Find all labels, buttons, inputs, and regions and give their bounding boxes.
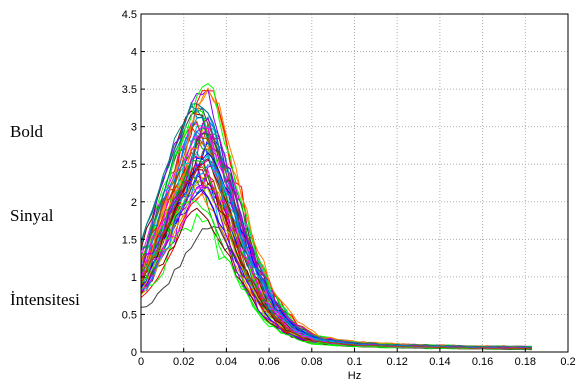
y-tick-label: 3.5 bbox=[122, 84, 137, 96]
series-line bbox=[140, 116, 532, 348]
y-axis-label: Bold Sinyal İntensitesi bbox=[10, 62, 80, 342]
y-ticks: 0 0.5 1 1.5 2 2.5 3 3.5 4 4.5 bbox=[122, 9, 145, 359]
y-axis-label-line-1: Bold bbox=[10, 122, 44, 141]
x-axis-label: Hz bbox=[348, 370, 361, 382]
series-line bbox=[140, 165, 532, 350]
y-tick-label: 1 bbox=[131, 272, 137, 284]
series-line bbox=[140, 115, 532, 348]
series-line bbox=[140, 188, 532, 350]
x-tick-label: 0.12 bbox=[386, 356, 407, 368]
x-tick-label: 0.16 bbox=[472, 356, 493, 368]
y-tick-label: 4 bbox=[131, 47, 137, 59]
series-line bbox=[140, 177, 532, 350]
y-tick-label: 1.5 bbox=[122, 234, 137, 246]
x-tick-label: 0.06 bbox=[258, 356, 279, 368]
x-tick-label: 0.14 bbox=[429, 356, 450, 368]
y-tick-label: 2.5 bbox=[122, 159, 137, 171]
x-tick-label: 0.02 bbox=[173, 356, 194, 368]
x-tick-label: 0.1 bbox=[347, 356, 362, 368]
y-tick-label: 2 bbox=[131, 197, 137, 209]
y-axis-label-line-3: İntensitesi bbox=[10, 290, 80, 309]
series-line bbox=[140, 169, 532, 350]
series-line bbox=[140, 226, 532, 351]
y-tick-label: 3 bbox=[131, 122, 137, 134]
series-line bbox=[140, 110, 532, 348]
series-line bbox=[140, 168, 532, 350]
series-line bbox=[140, 199, 532, 350]
series-line bbox=[140, 159, 532, 349]
series-line bbox=[140, 176, 532, 350]
series-group bbox=[140, 82, 532, 351]
x-tick-label: 0 bbox=[138, 356, 144, 368]
y-tick-label: 0 bbox=[131, 347, 137, 359]
x-tick-label: 0.2 bbox=[560, 356, 575, 368]
series-line bbox=[140, 136, 532, 349]
series-line bbox=[140, 166, 532, 350]
series-line bbox=[140, 207, 532, 350]
series-line bbox=[140, 103, 532, 348]
series-line bbox=[140, 166, 532, 350]
series-line bbox=[140, 107, 532, 348]
series-line bbox=[140, 160, 532, 350]
y-axis-label-line-2: Sinyal bbox=[10, 206, 54, 225]
series-line bbox=[140, 82, 532, 347]
y-tick-label: 0.5 bbox=[122, 309, 137, 321]
series-line bbox=[140, 174, 532, 350]
series-line bbox=[140, 180, 532, 350]
y-tick-label: 4.5 bbox=[122, 9, 137, 21]
x-tick-label: 0.18 bbox=[515, 356, 536, 368]
series-line bbox=[140, 162, 532, 350]
x-tick-label: 0.04 bbox=[216, 356, 237, 368]
x-tick-label: 0.08 bbox=[301, 356, 322, 368]
x-ticks: 0 0.02 0.04 0.06 0.08 0.1 0.12 0.14 0.16 0.18 0.2 bbox=[138, 348, 576, 368]
